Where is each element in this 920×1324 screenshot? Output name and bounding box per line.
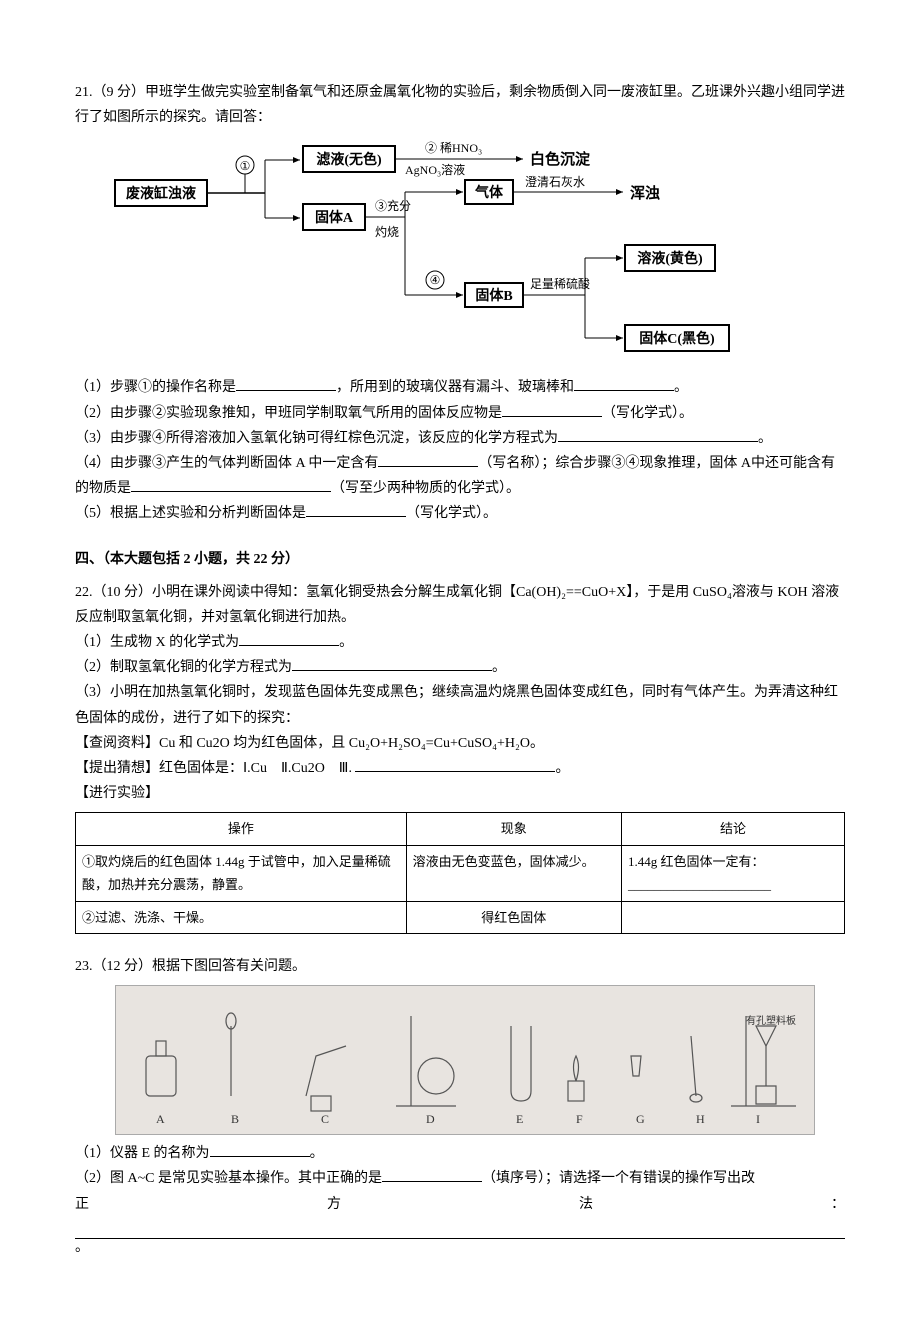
app-label-B: B <box>231 1109 239 1131</box>
flow-box-solidC: 固体C(黑色) <box>639 330 715 347</box>
q23-p2a: （2）图 A~C 是常见实验基本操作。其中正确的是（填序号）；请选择一个有错误的… <box>75 1166 845 1191</box>
question-22: 22.（10 分）小明在课外阅读中得知：氢氧化铜受热会分解生成氧化铜【Ca(OH… <box>75 580 845 934</box>
svg-text:④: ④ <box>430 273 441 287</box>
table-row: ①取灼烧后的红色固体 1.44g 于试管中，加入足量稀硫酸，加热并充分震荡，静置… <box>76 845 845 901</box>
q22-exp-label: 【进行实验】 <box>75 781 845 806</box>
q21-flowchart: 废液缸浊液 ① 滤液(无色) 固体A ② 稀HNO₃ AgNO₃溶液 白色沉淀 <box>105 140 845 360</box>
question-21: 21.（9 分）甲班学生做完实验室制备氧气和还原金属氧化物的实验后，剩余物质倒入… <box>75 80 845 527</box>
flow-box-solidB: 固体B <box>475 287 512 304</box>
q22-p3: （3）小明在加热氢氧化铜时，发现蓝色固体先变成黑色；继续高温灼烧黑色固体变成红色… <box>75 680 845 730</box>
q21-p3: （3）由步骤④所得溶液加入氢氧化钠可得红棕色沉淀，该反应的化学方程式为。 <box>75 426 845 451</box>
app-label-A: A <box>156 1109 165 1131</box>
th-phenomenon: 现象 <box>406 813 621 845</box>
app-label-H: H <box>696 1109 705 1131</box>
flow-white-ppt: 白色沉淀 <box>530 150 591 168</box>
svg-text:足量稀硫酸: 足量稀硫酸 <box>530 276 590 291</box>
svg-text:② 稀HNO₃: ② 稀HNO₃ <box>425 141 482 155</box>
app-label-I: I <box>756 1109 760 1131</box>
flow-box-yellow: 溶液(黄色) <box>637 250 703 267</box>
q21-p5: （5）根据上述实验和分析判断固体是（写化学式）。 <box>75 501 845 526</box>
flow-box-filtrate: 滤液(无色) <box>316 151 382 168</box>
th-conclusion: 结论 <box>621 813 844 845</box>
svg-text:①: ① <box>240 159 251 173</box>
app-label-E: E <box>516 1109 523 1131</box>
q21-p4: （4）由步骤③产生的气体判断固体 A 中一定含有（写名称）；综合步骤③④现象推理… <box>75 451 845 501</box>
flow-box-waste: 废液缸浊液 <box>126 185 197 202</box>
q23-p2b: 正 方 法 ： <box>75 1192 845 1217</box>
svg-text:有孔塑料板: 有孔塑料板 <box>746 1014 796 1027</box>
app-label-C: C <box>321 1109 329 1131</box>
flow-turbid: 浑浊 <box>630 184 660 202</box>
question-23: 23.（12 分）根据下图回答有关问题。 <box>75 954 845 1264</box>
section-4-title: 四、（本大题包括 2 小题，共 22 分） <box>75 547 845 572</box>
app-label-G: G <box>636 1109 645 1131</box>
table-row: ②过滤、洗涤、干燥。 得红色固体 <box>76 901 845 933</box>
svg-text:澄清石灰水: 澄清石灰水 <box>525 174 585 189</box>
app-label-D: D <box>426 1109 435 1131</box>
q23-p1: （1）仪器 E 的名称为。 <box>75 1141 845 1166</box>
q21-header: 21.（9 分）甲班学生做完实验室制备氧气和还原金属氧化物的实验后，剩余物质倒入… <box>75 80 845 130</box>
q22-p1: （1）生成物 X 的化学式为。 <box>75 630 845 655</box>
app-label-F: F <box>576 1109 583 1131</box>
table-header-row: 操作 现象 结论 <box>76 813 845 845</box>
q23-header: 23.（12 分）根据下图回答有关问题。 <box>75 954 845 979</box>
svg-text:灼烧: 灼烧 <box>375 224 399 239</box>
q21-p1: （1）步骤①的操作名称是，所用到的玻璃仪器有漏斗、玻璃棒和。 <box>75 375 845 400</box>
q21-p2: （2）由步骤②实验现象推知，甲班同学制取氧气所用的固体反应物是（写化学式）。 <box>75 401 845 426</box>
svg-text:③充分: ③充分 <box>375 198 411 213</box>
flowchart-svg: 废液缸浊液 ① 滤液(无色) 固体A ② 稀HNO₃ AgNO₃溶液 白色沉淀 <box>105 140 745 360</box>
apparatus-svg: 有孔塑料板 <box>116 986 816 1136</box>
apparatus-image: 有孔塑料板 A B C D E F G H I <box>115 985 815 1135</box>
flow-box-solidA: 固体A <box>315 209 354 226</box>
q22-p2: （2）制取氢氧化铜的化学方程式为。 <box>75 655 845 680</box>
q22-ref: 【查阅资料】Cu 和 Cu2O 均为红色固体，且 Cu₂O+H₂SO₄=Cu+C… <box>75 731 845 756</box>
q22-experiment-table: 操作 现象 结论 ①取灼烧后的红色固体 1.44g 于试管中，加入足量稀硫酸，加… <box>75 812 845 934</box>
flow-box-gas: 气体 <box>474 184 504 201</box>
svg-text:AgNO₃溶液: AgNO₃溶液 <box>405 162 465 177</box>
q22-header: 22.（10 分）小明在课外阅读中得知：氢氧化铜受热会分解生成氧化铜【Ca(OH… <box>75 580 845 630</box>
th-operation: 操作 <box>76 813 407 845</box>
q23-blank-line: 。 <box>75 1221 845 1264</box>
q22-hyp: 【提出猜想】红色固体是：Ⅰ.Cu Ⅱ.Cu2O Ⅲ. 。 <box>75 756 845 781</box>
